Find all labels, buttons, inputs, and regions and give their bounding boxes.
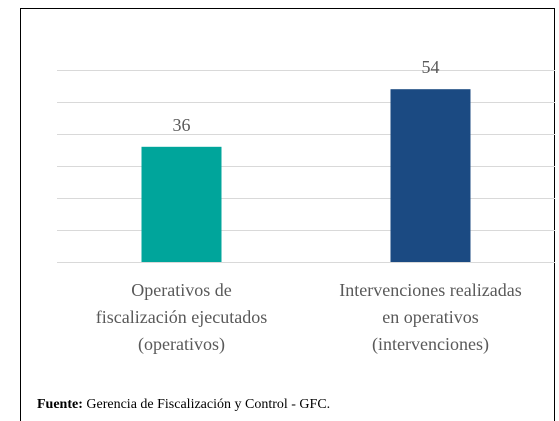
- frame: [20, 8, 555, 421]
- source-label: Fuente:: [37, 397, 83, 412]
- bar: [141, 146, 222, 262]
- data-label: 54: [422, 57, 440, 77]
- source: Fuente: Gerencia de Fiscalización y Cont…: [37, 397, 330, 413]
- x-tick-label: Operativos de fiscalización ejecutados (…: [95, 280, 268, 354]
- x-tick-label: Intervenciones realizadas en operativos …: [339, 280, 522, 354]
- data-label: 36: [173, 115, 191, 135]
- source-text: Gerencia de Fiscalización y Control - GF…: [86, 397, 331, 412]
- bar: [390, 89, 471, 262]
